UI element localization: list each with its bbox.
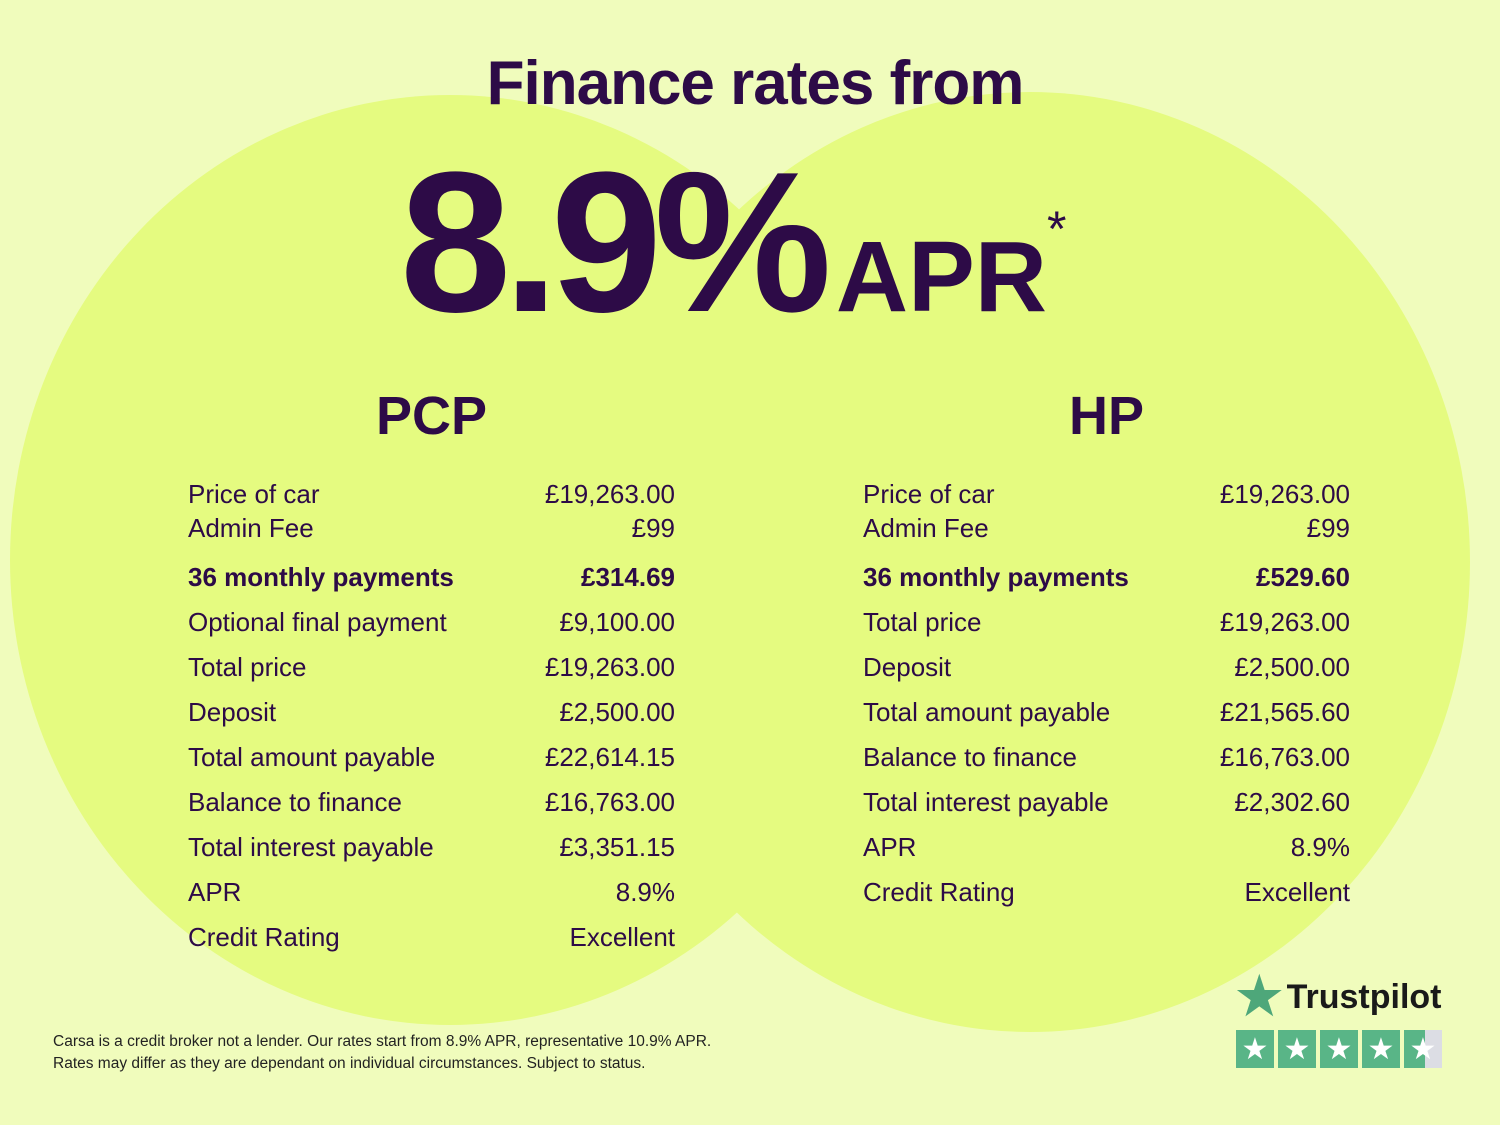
table-row: Admin Fee £99 [188,511,675,545]
disclaimer-line-2: Rates may differ as they are dependant o… [53,1055,646,1072]
table-row: Credit Rating Excellent [188,915,675,960]
row-value: £99 [1306,513,1350,543]
row-value: £314.69 [581,562,675,592]
rating-half-star-icon: ★ [1404,1030,1442,1068]
table-row: Balance to finance £16,763.00 [863,735,1350,780]
row-value: £2,500.00 [559,697,675,727]
row-label: APR [863,832,917,862]
row-label: Total price [863,607,982,637]
trustpilot-rating: ★ ★ ★ ★ ★ [1236,1030,1442,1068]
disclaimer-line-1: Carsa is a credit broker not a lender. O… [53,1033,712,1050]
table-row: Total interest payable £3,351.15 [188,825,675,870]
row-value: £19,263.00 [1219,607,1350,637]
row-label: Balance to finance [863,742,1077,772]
row-value: £16,763.00 [544,787,675,817]
table-row: 36 monthly payments £529.60 [863,555,1350,600]
table-row: Total interest payable £2,302.60 [863,780,1350,825]
row-value: Excellent [569,922,676,952]
table-row: Deposit £2,500.00 [188,690,675,735]
row-value: £9,100.00 [559,607,675,637]
row-label: Deposit [188,697,277,727]
row-value: £99 [631,513,675,543]
hp-table: HP Price of car £19,263.00 Admin Fee £99 36 … [863,385,1350,915]
row-label: Total amount payable [188,742,436,772]
row-label: Total price [188,652,307,682]
row-value: Excellent [1244,877,1351,907]
trustpilot-badge[interactable]: ★ Trustpilot ★ ★ ★ ★ ★ [1236,968,1442,1068]
row-label: Balance to finance [188,787,402,817]
row-value: £2,302.60 [1234,787,1350,817]
row-label: Credit Rating [188,922,340,952]
table-row: APR 8.9% [188,870,675,915]
headline: Finance rates from [486,49,1025,118]
row-label: Price of car [188,479,320,509]
rate-suffix: APR [835,221,1047,333]
table-row: Total amount payable £21,565.60 [863,690,1350,735]
trustpilot-star-icon: ★ [1236,968,1283,1026]
rating-star-icon: ★ [1320,1030,1358,1068]
row-label: Total amount payable [863,697,1111,727]
row-value: £19,263.00 [544,479,675,509]
row-label: Price of car [863,479,995,509]
table-row: Balance to finance £16,763.00 [188,780,675,825]
background-circle-right [590,92,1470,1032]
row-value: £19,263.00 [1219,479,1350,509]
pcp-title: PCP [375,386,488,446]
table-row: Credit Rating Excellent [863,870,1350,915]
row-label: Credit Rating [863,877,1015,907]
table-row: Optional final payment £9,100.00 [188,600,675,645]
row-value: £2,500.00 [1234,652,1350,682]
row-value: £16,763.00 [1219,742,1350,772]
row-label: APR [188,877,242,907]
table-row: Total amount payable £22,614.15 [188,735,675,780]
trustpilot-label: Trustpilot [1286,977,1442,1016]
row-label: Admin Fee [188,513,314,543]
row-label: Admin Fee [863,513,989,543]
row-value: £21,565.60 [1219,697,1350,727]
rating-star-icon: ★ [1236,1030,1274,1068]
rating-star-icon: ★ [1362,1030,1400,1068]
table-row: Price of car £19,263.00 [863,477,1350,511]
row-value: 8.9% [615,877,675,907]
row-label: Total interest payable [863,787,1109,817]
table-row: Price of car £19,263.00 [188,477,675,511]
table-row: 36 monthly payments £314.69 [188,555,675,600]
row-value: £22,614.15 [544,742,675,772]
row-label: Deposit [863,652,952,682]
rate-asterisk: * [1047,201,1067,257]
row-value: £529.60 [1256,562,1350,592]
hp-title: HP [1068,386,1144,446]
rating-star-icon: ★ [1278,1030,1316,1068]
table-row: Total price £19,263.00 [188,645,675,690]
rate-display: 8.9% APR* [400,128,1066,358]
table-row: Total price £19,263.00 [863,600,1350,645]
row-value: 8.9% [1290,832,1350,862]
row-label: 36 monthly payments [188,562,454,592]
rate-value: 8.9% [400,131,832,354]
table-row: APR 8.9% [863,825,1350,870]
row-value: £3,351.15 [559,832,675,862]
table-row: Admin Fee £99 [863,511,1350,545]
table-row: Deposit £2,500.00 [863,645,1350,690]
row-label: 36 monthly payments [863,562,1129,592]
disclaimer: Carsa is a credit broker not a lender. O… [53,1031,711,1075]
row-label: Total interest payable [188,832,434,862]
row-label: Optional final payment [188,607,447,637]
row-value: £19,263.00 [544,652,675,682]
pcp-table: PCP Price of car £19,263.00 Admin Fee £99 36… [188,385,675,960]
